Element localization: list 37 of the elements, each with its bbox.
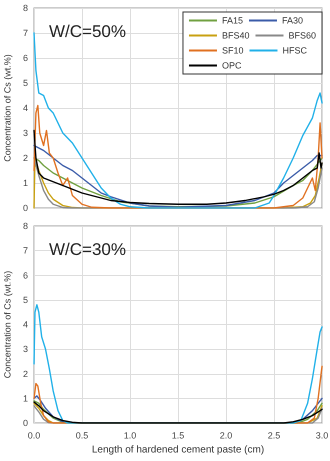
y-tick-label: 6 <box>22 53 28 63</box>
x-tick-label: 0.0 <box>28 430 40 440</box>
y-axis-title: Concentration of Cs (wt.%) <box>2 270 13 378</box>
y-tick-label: 8 <box>22 3 28 13</box>
text: W/C=50% <box>49 22 126 41</box>
y-tick-label: 3 <box>22 344 28 354</box>
y-tick-label: 7 <box>22 28 28 38</box>
y-tick-label: 8 <box>22 221 28 231</box>
legend-label: SF10 <box>222 46 244 56</box>
x-tick-label: 2.0 <box>220 430 232 440</box>
legend-label: FA30 <box>282 16 303 26</box>
text: W/C=30% <box>49 240 126 259</box>
x-tick-label: 0.5 <box>76 430 88 440</box>
y-tick-label: 1 <box>22 178 28 188</box>
y-tick-label: 4 <box>22 103 28 113</box>
x-axis-title: Length of hardened cement paste (cm) <box>92 444 264 456</box>
x-tick-label: 2.5 <box>268 430 280 440</box>
y-tick-label: 7 <box>22 246 28 256</box>
legend-label: HFSC <box>282 46 308 56</box>
legend-label: OPC <box>222 60 242 70</box>
legend-label: BFS60 <box>288 30 316 40</box>
y-tick-label: 5 <box>22 78 28 88</box>
y-tick-label: 6 <box>22 270 28 280</box>
y-tick-label: 4 <box>22 320 28 330</box>
x-tick-label: 1.0 <box>124 430 136 440</box>
y-tick-label: 3 <box>22 128 28 138</box>
legend-label: FA15 <box>222 16 243 26</box>
y-tick-label: 2 <box>22 368 28 379</box>
y-tick-label: 0 <box>22 418 28 428</box>
y-tick-label: 1 <box>22 393 28 404</box>
x-tick-label: 1.5 <box>172 430 184 440</box>
y-tick-label: 5 <box>22 294 28 305</box>
y-tick-label: 0 <box>22 203 28 213</box>
legend-label: BFS40 <box>222 30 250 40</box>
y-axis-title: Concentration of Cs (wt.%) <box>2 54 13 162</box>
y-tick-label: 2 <box>22 153 28 163</box>
x-tick-label: 3.0 <box>316 430 328 440</box>
